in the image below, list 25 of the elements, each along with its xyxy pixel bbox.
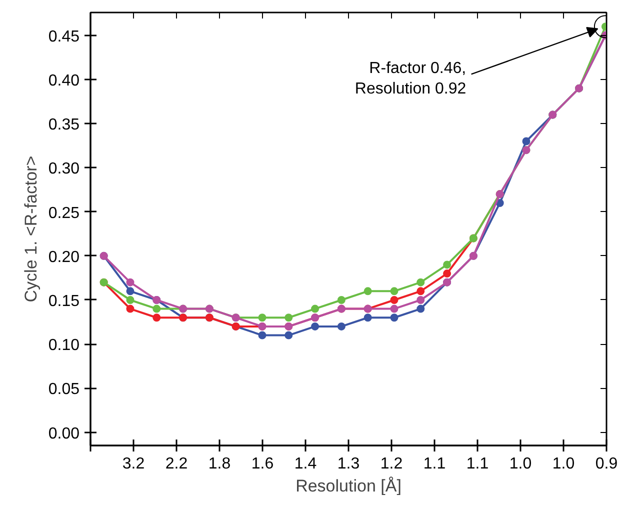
text: 1.6 xyxy=(251,456,274,472)
text: 2.2 xyxy=(165,456,188,472)
y-tick-label: 0.35 xyxy=(48,116,80,134)
y-tick-label: 0.20 xyxy=(48,248,80,266)
y-tick-label: 0.10 xyxy=(48,337,80,354)
text: 3.2 xyxy=(122,456,145,472)
text: 0.9 xyxy=(595,456,618,472)
y-tick-label: 0.00 xyxy=(48,425,80,442)
annotation: R-factor 0.46, Resolution 0.92 xyxy=(354,60,466,98)
y-tick-label: 0.05 xyxy=(48,381,80,398)
text: 1.1 xyxy=(466,456,489,472)
y-tick-label: 0.30 xyxy=(48,160,80,178)
text: 1.2 xyxy=(380,456,403,472)
y-axis-title: Cycle 1. <R-factor> xyxy=(21,156,40,302)
text: 1.0 xyxy=(552,456,575,472)
y-tick-label: 0.40 xyxy=(48,72,80,90)
text: 1.0 xyxy=(509,456,532,472)
text: 1.1 xyxy=(423,456,446,472)
y-tick-label: 0.45 xyxy=(48,28,80,46)
text: 1.8 xyxy=(208,456,231,472)
y-tick-label: 0.15 xyxy=(48,292,80,310)
text: 1.3 xyxy=(337,456,360,472)
x-axis-title: Resolution [Å] xyxy=(296,476,402,496)
y-tick-label: 0.25 xyxy=(48,204,80,222)
text: 1.4 xyxy=(294,456,317,472)
